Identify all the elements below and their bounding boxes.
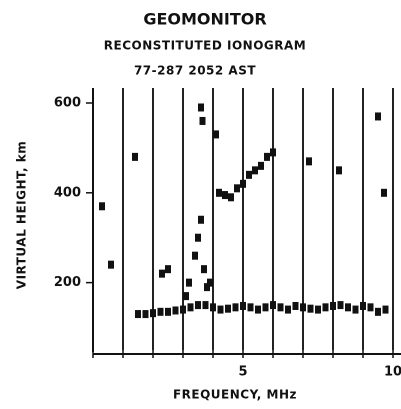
point <box>240 301 246 310</box>
point <box>322 303 329 312</box>
point <box>108 260 114 269</box>
point <box>222 191 228 200</box>
y-tick-label: 400 <box>54 185 81 200</box>
point <box>258 161 264 170</box>
point <box>382 305 389 314</box>
point <box>277 303 284 312</box>
point <box>192 251 198 260</box>
point <box>345 303 351 312</box>
point <box>204 283 210 292</box>
point <box>285 305 291 314</box>
point <box>198 215 204 224</box>
y-axis-label: VIRTUAL HEIGHT, km <box>15 141 29 289</box>
point <box>264 152 270 161</box>
point <box>157 307 164 316</box>
point <box>375 112 381 121</box>
point <box>252 166 258 175</box>
annotation: 77-287 2052 AST <box>134 64 256 78</box>
y-tick-label: 200 <box>54 275 81 290</box>
point <box>180 305 186 314</box>
point <box>240 179 246 188</box>
point <box>195 301 201 310</box>
point <box>330 301 336 310</box>
point <box>135 310 141 319</box>
x-tick-label: 10 <box>384 365 401 380</box>
point <box>183 292 189 301</box>
point <box>150 309 156 318</box>
point <box>315 305 321 314</box>
y-tick-label: 600 <box>54 95 81 110</box>
x-tick-label: 5 <box>238 365 247 380</box>
point <box>159 269 165 278</box>
point <box>255 305 261 314</box>
point <box>142 310 149 319</box>
point <box>234 184 240 193</box>
point <box>202 301 209 310</box>
point <box>198 103 204 112</box>
point <box>381 188 387 197</box>
point <box>213 130 219 139</box>
point <box>132 152 138 161</box>
chart-title: GEOMONITOR <box>143 10 266 29</box>
point <box>306 157 312 166</box>
point <box>228 193 234 202</box>
point <box>270 301 276 310</box>
point <box>247 303 254 312</box>
point <box>307 304 314 313</box>
point <box>352 305 359 314</box>
point <box>99 202 105 211</box>
point <box>217 305 224 314</box>
point <box>262 303 269 312</box>
point <box>172 306 179 315</box>
point <box>367 303 374 312</box>
chart-subtitle: RECONSTITUTED IONOGRAM <box>104 39 306 53</box>
point <box>375 307 381 316</box>
point <box>336 166 342 175</box>
point <box>207 278 213 287</box>
point <box>165 307 171 316</box>
point <box>300 303 306 312</box>
point <box>187 303 194 312</box>
point <box>246 170 252 179</box>
point <box>270 148 276 157</box>
point <box>186 278 192 287</box>
point <box>360 301 366 310</box>
point <box>201 265 207 274</box>
x-axis-label: FREQUENCY, MHz <box>173 388 297 402</box>
point <box>232 303 239 312</box>
point <box>216 188 222 197</box>
point <box>292 301 299 310</box>
point <box>199 116 206 125</box>
point <box>337 301 344 310</box>
point <box>195 233 201 242</box>
point <box>225 304 231 313</box>
point <box>165 265 171 274</box>
point <box>210 303 216 312</box>
